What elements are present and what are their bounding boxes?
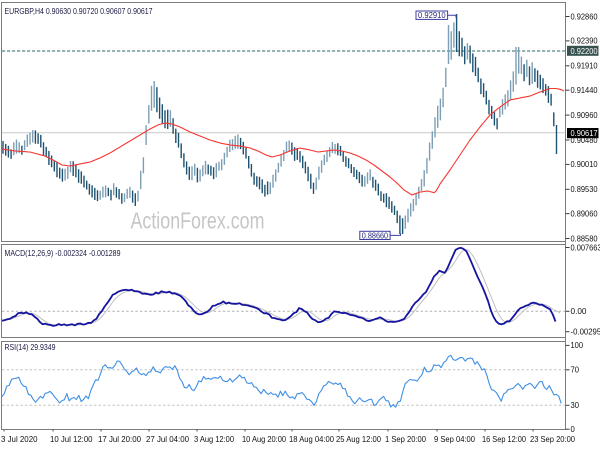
svg-text:0.92200: 0.92200 xyxy=(571,47,599,56)
svg-text:0.90617: 0.90617 xyxy=(571,129,599,138)
svg-text:ActionForex.com: ActionForex.com xyxy=(131,208,265,234)
svg-text:0.007663: 0.007663 xyxy=(571,243,600,252)
svg-text:10 Aug 20:00: 10 Aug 20:00 xyxy=(242,435,287,444)
svg-text:30: 30 xyxy=(571,401,580,410)
svg-text:100: 100 xyxy=(571,341,584,350)
svg-text:0.90960: 0.90960 xyxy=(571,111,599,120)
svg-text:9 Sep 04:00: 9 Sep 04:00 xyxy=(434,435,476,444)
svg-text:18 Aug 04:00: 18 Aug 04:00 xyxy=(289,435,335,444)
svg-text:0.90010: 0.90010 xyxy=(571,160,599,169)
svg-text:17 Jul 20:00: 17 Jul 20:00 xyxy=(98,435,142,444)
svg-text:3 Jul 2020: 3 Jul 2020 xyxy=(1,435,38,444)
svg-text:EURGBP,H4 0.90630 0.90720 0.9: EURGBP,H4 0.90630 0.90720 0.90607 0.9061… xyxy=(5,6,153,16)
svg-text:RSI(14) 29.9349: RSI(14) 29.9349 xyxy=(5,342,56,352)
svg-text:0: 0 xyxy=(571,425,576,434)
svg-text:0.91440: 0.91440 xyxy=(571,86,599,95)
svg-text:70: 70 xyxy=(571,366,580,375)
svg-text:16 Sep 12:00: 16 Sep 12:00 xyxy=(482,435,527,444)
svg-text:25 Aug 12:00: 25 Aug 12:00 xyxy=(336,435,382,444)
svg-text:0.92390: 0.92390 xyxy=(571,37,599,46)
svg-text:1 Sep 20:00: 1 Sep 20:00 xyxy=(385,435,427,444)
svg-text:27 Jul 04:00: 27 Jul 04:00 xyxy=(146,435,190,444)
svg-text:0.89060: 0.89060 xyxy=(571,209,599,218)
svg-text:0.92860: 0.92860 xyxy=(571,12,599,21)
svg-text:10 Jul 12:00: 10 Jul 12:00 xyxy=(50,435,93,444)
svg-text:23 Sep 20:00: 23 Sep 20:00 xyxy=(530,435,576,444)
svg-text:3 Aug 12:00: 3 Aug 12:00 xyxy=(194,435,235,444)
svg-text:MACD(12,26,9) -0.002324 -0.001: MACD(12,26,9) -0.002324 -0.001289 xyxy=(5,248,121,258)
svg-text:-0.002952: -0.002952 xyxy=(571,328,600,337)
svg-text:0.91910: 0.91910 xyxy=(571,62,599,71)
svg-text:0.89530: 0.89530 xyxy=(571,185,599,194)
svg-text:0.92910: 0.92910 xyxy=(418,11,446,20)
svg-text:0.88580: 0.88580 xyxy=(571,234,599,243)
svg-text:0.88660: 0.88660 xyxy=(362,231,389,240)
svg-text:0.00: 0.00 xyxy=(571,307,588,316)
